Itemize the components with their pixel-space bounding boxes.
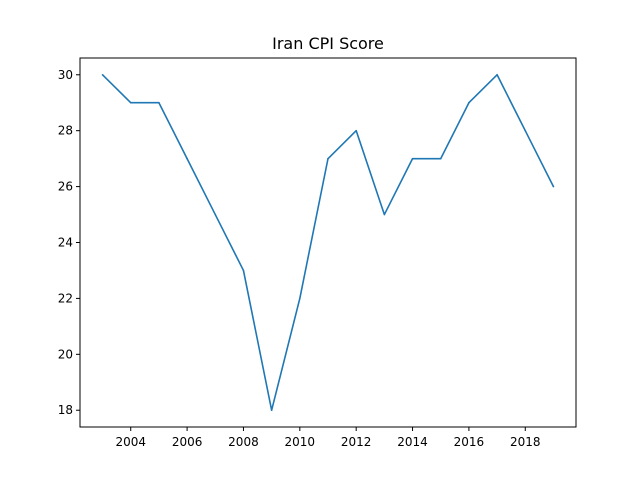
- y-tick-label: 22: [58, 291, 73, 305]
- plot-area: [101, 73, 555, 412]
- x-tick-label: 2010: [285, 435, 316, 449]
- data-point: [242, 269, 245, 272]
- data-point: [524, 129, 527, 132]
- x-tick-label: 2016: [454, 435, 485, 449]
- y-tick-label: 24: [58, 236, 73, 250]
- chart-title: Iran CPI Score: [272, 34, 384, 53]
- cpi-score-line: [101, 73, 555, 412]
- x-tick-label: 2012: [341, 435, 372, 449]
- data-point: [411, 157, 414, 160]
- data-point: [355, 129, 357, 132]
- x-tick-label: 2006: [172, 435, 203, 449]
- data-point: [327, 157, 329, 160]
- data-point: [552, 185, 555, 188]
- data-point: [299, 297, 301, 300]
- y-tick-label: 26: [58, 180, 73, 194]
- data-point: [270, 409, 273, 412]
- data-point: [496, 73, 498, 76]
- data-point: [158, 101, 160, 104]
- x-axis: 2004 2006 2008 2010 2012 2014 2016 2018: [115, 427, 541, 449]
- x-tick-label: 2004: [115, 435, 146, 449]
- data-point: [186, 157, 188, 160]
- data-point: [383, 213, 386, 216]
- data-point: [129, 101, 132, 104]
- y-tick-label: 18: [58, 403, 73, 417]
- axes-frame: [79, 57, 577, 428]
- x-tick-label: 2018: [510, 435, 541, 449]
- data-point: [101, 73, 104, 76]
- x-tick-label: 2014: [397, 435, 428, 449]
- data-point: [439, 157, 442, 160]
- x-tick-label: 2008: [228, 435, 259, 449]
- y-tick-label: 20: [58, 347, 73, 361]
- data-point: [468, 101, 470, 104]
- y-axis: 18 20 22 24 26 28 30: [58, 68, 80, 417]
- y-tick-label: 28: [58, 124, 73, 138]
- y-tick-label: 30: [58, 68, 73, 82]
- data-point: [214, 213, 217, 216]
